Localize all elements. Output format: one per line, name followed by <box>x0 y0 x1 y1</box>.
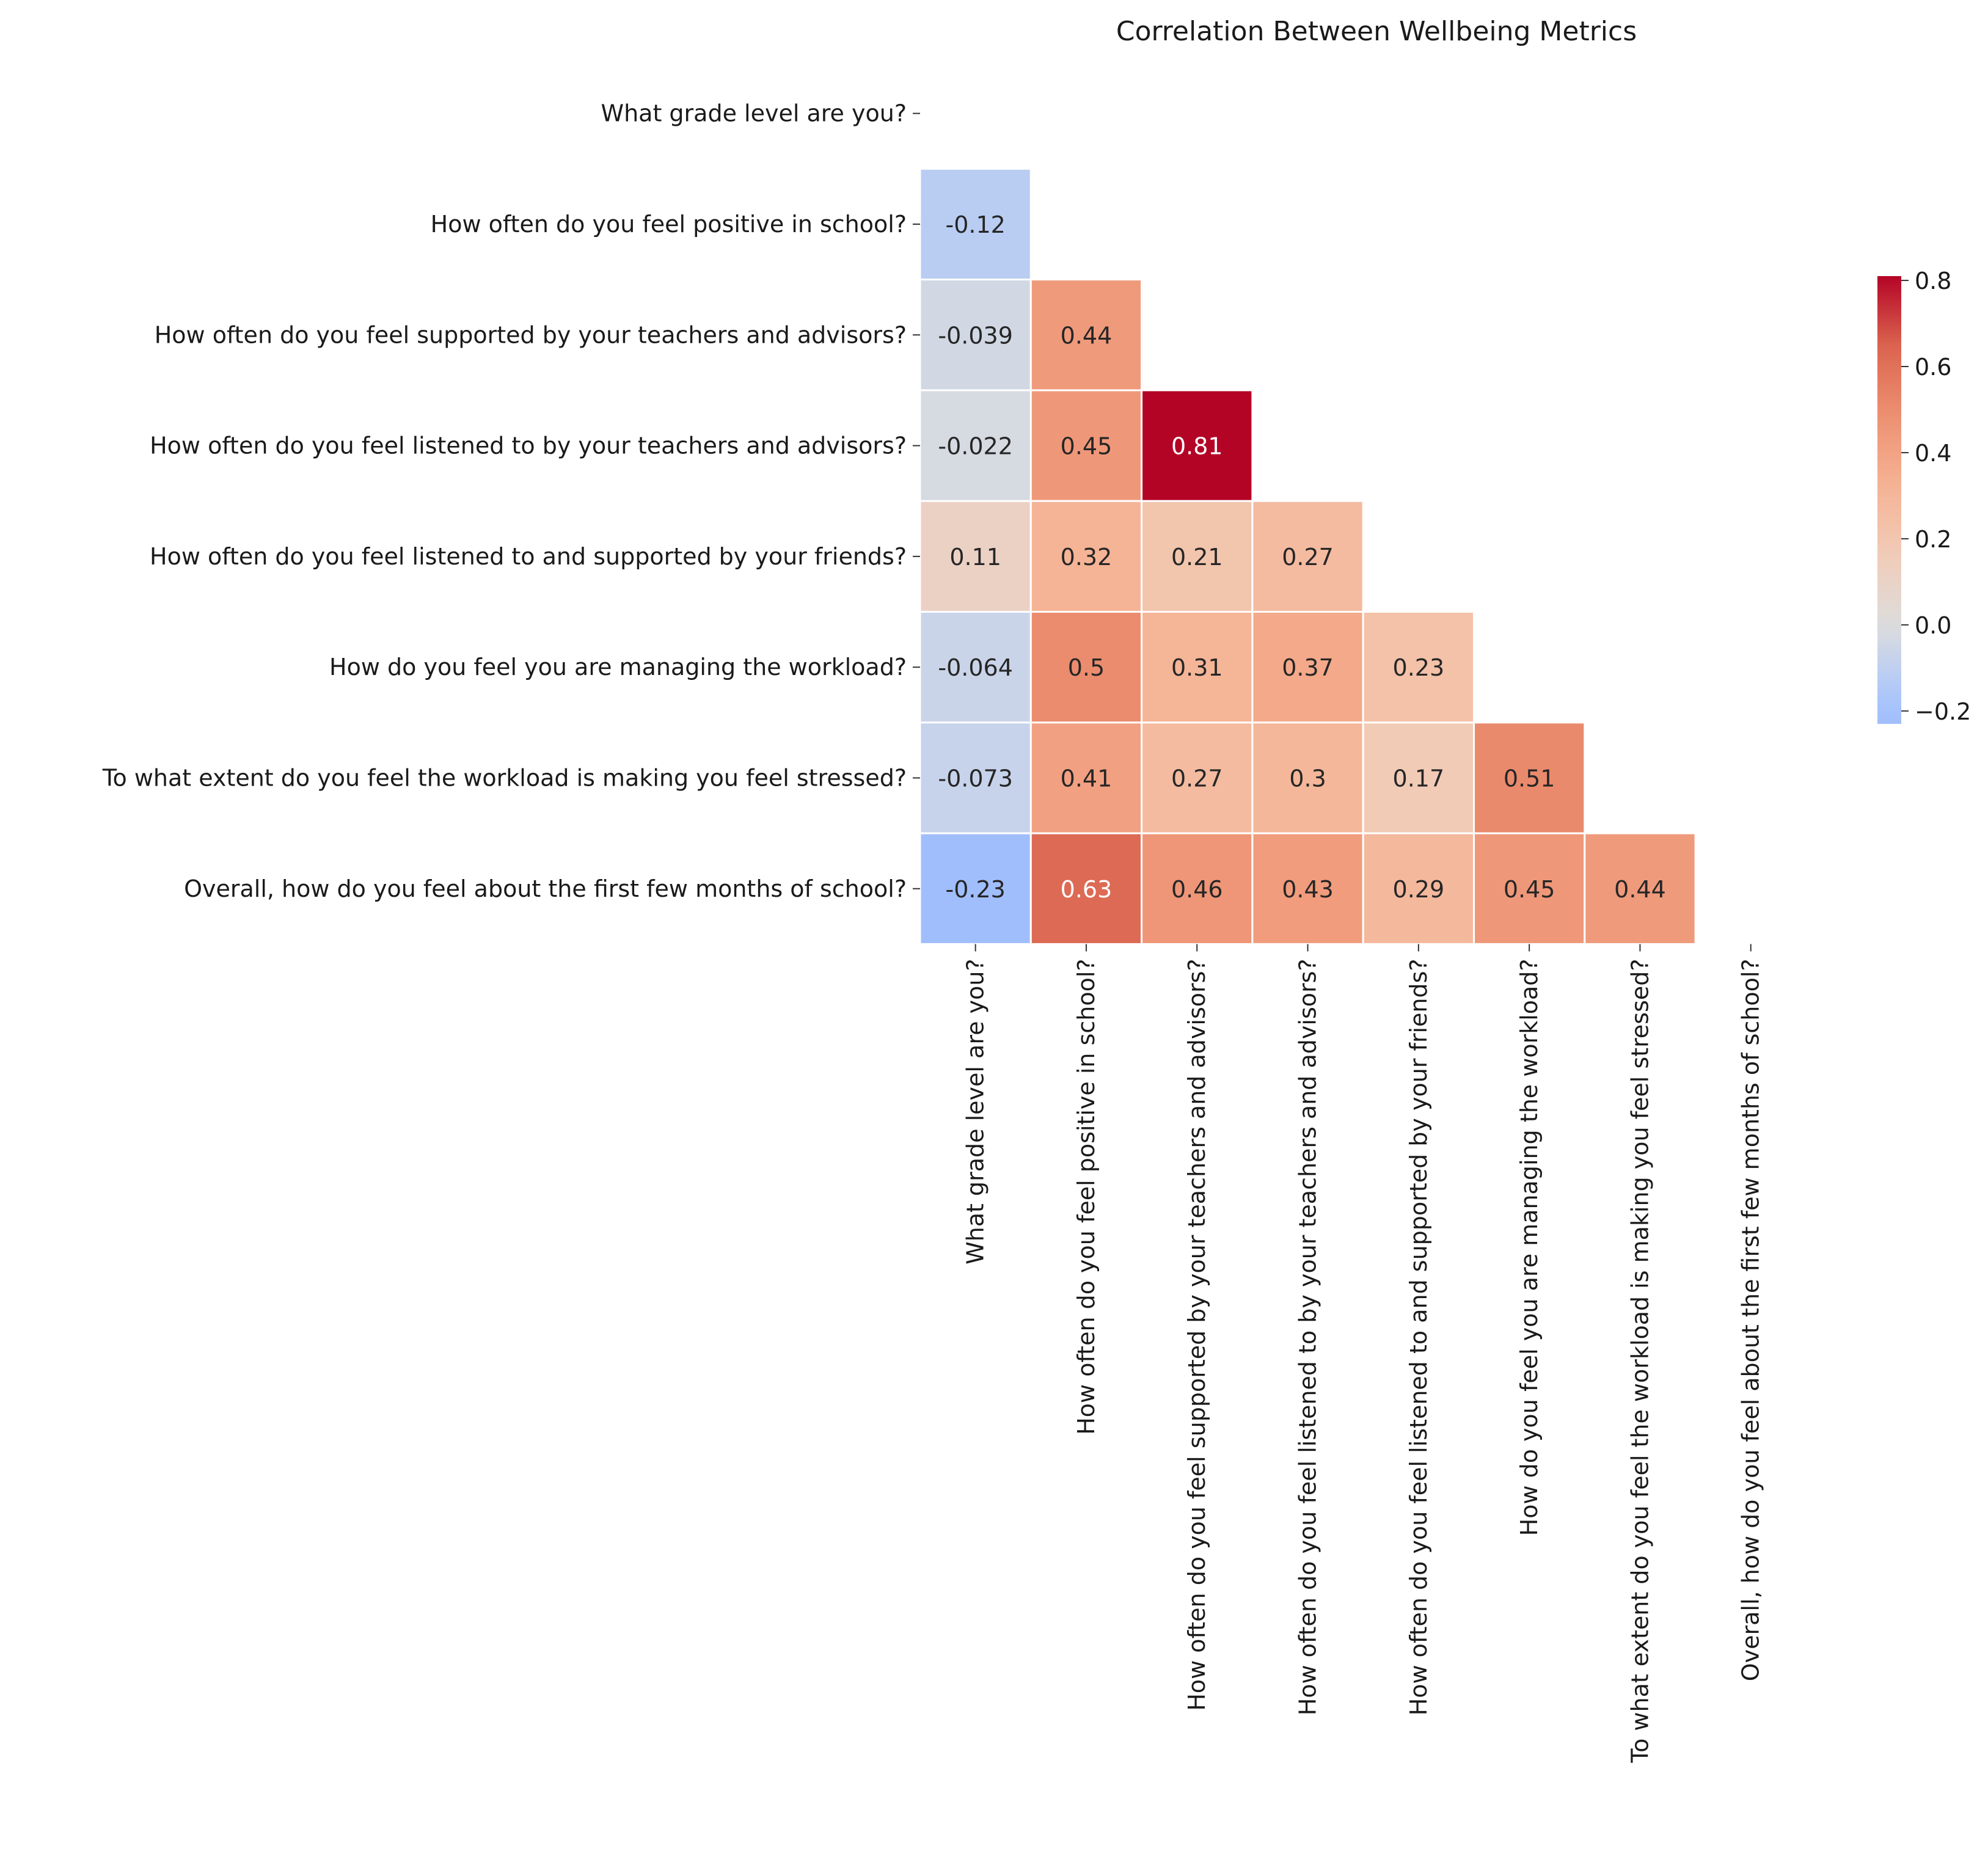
cell-value-label: 0.21 <box>1171 544 1223 571</box>
heatmap-cell <box>1029 279 1143 392</box>
heatmap-cell <box>1029 832 1143 945</box>
cell-value-label: 0.44 <box>1614 876 1666 903</box>
heatmap-cell <box>919 167 1032 281</box>
x-tick-label: How do you feel you are managing the wor… <box>1516 958 1543 1536</box>
cell-value-label: 0.46 <box>1171 876 1223 903</box>
cell-value-label: 0.3 <box>1289 765 1326 792</box>
heatmap-cell <box>1251 832 1364 945</box>
heatmap-cell <box>919 832 1032 945</box>
y-tick-label: How often do you feel listened to and su… <box>150 543 907 570</box>
cell-value-label: 0.5 <box>1068 654 1105 681</box>
colorbar-tick-label: −0.2 <box>1915 698 1971 725</box>
heatmap-cell <box>1362 721 1475 834</box>
cell-value-label: 0.45 <box>1061 433 1113 460</box>
x-tick-label: How often do you feel supported by your … <box>1183 958 1210 1710</box>
cell-value-label: 0.27 <box>1171 765 1223 792</box>
heatmap-cell <box>1251 721 1364 834</box>
cell-value-label: 0.51 <box>1504 765 1555 792</box>
x-tick-label: To what extent do you feel the workload … <box>1626 958 1653 1763</box>
cell-value-label: 0.23 <box>1393 654 1445 681</box>
heatmap-cell <box>1251 611 1364 724</box>
x-tick-label: How often do you feel listened to and su… <box>1405 958 1432 1715</box>
heatmap-cell <box>1473 832 1586 945</box>
colorbar-gradient <box>1877 276 1901 724</box>
heatmap-cell <box>1029 611 1143 724</box>
x-tick-label: How often do you feel listened to by you… <box>1295 958 1321 1715</box>
cell-value-label: 0.45 <box>1504 876 1555 903</box>
y-tick-label: Overall, how do you feel about the first… <box>184 875 907 902</box>
cell-value-label: -0.12 <box>945 211 1005 238</box>
cell-value-label: 0.63 <box>1061 876 1113 903</box>
heatmap-cell <box>1584 832 1697 945</box>
heatmap-cell <box>1141 389 1254 502</box>
colorbar-tick-label: 0.8 <box>1915 268 1951 294</box>
colorbar-tick-label: 0.2 <box>1915 526 1951 553</box>
cell-value-label: 0.37 <box>1282 654 1334 681</box>
heatmap-cell <box>1029 500 1143 613</box>
heatmap-cell <box>1141 721 1254 834</box>
colorbar-tick-label: 0.0 <box>1915 612 1951 639</box>
x-tick-label: Overall, how do you feel about the first… <box>1738 958 1764 1681</box>
heatmap-cell <box>1251 500 1364 613</box>
cell-value-label: 0.81 <box>1171 433 1223 460</box>
cell-value-label: 0.29 <box>1393 876 1445 903</box>
y-axis-tick-labels: What grade level are you? How often do yo… <box>102 100 920 902</box>
y-tick-label: What grade level are you? <box>601 100 907 127</box>
colorbar-tick-label: 0.6 <box>1915 354 1951 381</box>
colorbar: 0.8 0.6 0.4 0.2 0.0 −0.2 <box>1877 268 1971 725</box>
y-tick-label: How often do you feel positive in school… <box>431 211 907 238</box>
heatmap-cells: -0.12 -0.039 0.44 -0.022 0.45 0.81 0.11 0.32 0.2… <box>919 167 1697 945</box>
heatmap-cell <box>919 279 1032 392</box>
x-tick-label: What grade level are you? <box>962 958 989 1265</box>
cell-value-label: -0.23 <box>945 876 1005 903</box>
cell-value-label: 0.31 <box>1171 654 1223 681</box>
cell-value-label: 0.17 <box>1393 765 1445 792</box>
cell-value-label: 0.32 <box>1061 544 1113 571</box>
cell-value-label: -0.022 <box>938 433 1013 460</box>
cell-value-label: 0.41 <box>1061 765 1113 792</box>
cell-value-label: 0.44 <box>1061 322 1113 349</box>
cell-value-label: -0.039 <box>938 322 1013 349</box>
y-tick-label: How often do you feel supported by your … <box>155 321 907 348</box>
cell-value-label: 0.11 <box>949 544 1001 571</box>
heatmap-cell <box>1029 721 1143 834</box>
x-axis-tick-labels: What grade level are you? How often do yo… <box>962 944 1764 1764</box>
chart-title: Correlation Between Wellbeing Metrics <box>1116 16 1637 47</box>
y-tick-label: How often do you feel listened to by you… <box>150 432 907 459</box>
y-tick-label: How do you feel you are managing the wor… <box>329 654 907 681</box>
cell-value-label: 0.27 <box>1282 544 1334 571</box>
cell-value-label: -0.073 <box>938 765 1013 792</box>
cell-value-label: -0.064 <box>938 654 1013 681</box>
y-tick-label: To what extent do you feel the workload … <box>102 764 907 791</box>
x-tick-label: How often do you feel positive in school… <box>1073 958 1100 1434</box>
heatmap-cell <box>1473 721 1586 834</box>
cell-value-label: 0.43 <box>1282 876 1334 903</box>
colorbar-tick-label: 0.4 <box>1915 440 1951 467</box>
